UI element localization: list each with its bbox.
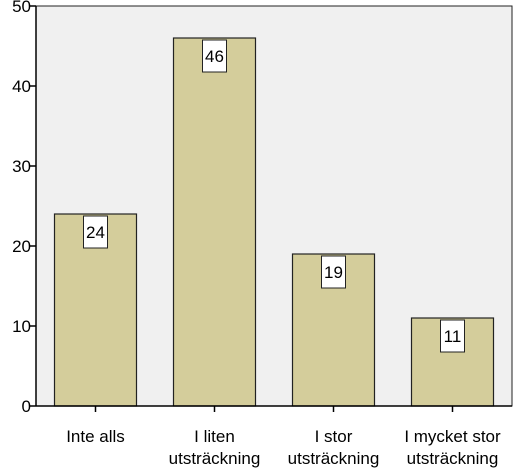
bar: [172, 37, 257, 407]
data-label-box: [202, 39, 227, 73]
x-axis: Inte alls I liten utsträckning I stor utsträ…: [36, 405, 512, 468]
y-tick-label: 50: [12, 0, 31, 16]
x-tick-label: Inte alls: [66, 427, 125, 446]
data-label: 19: [324, 263, 343, 282]
data-label: 24: [86, 223, 105, 242]
data-label: 46: [205, 47, 224, 66]
data-label-box: [83, 215, 108, 249]
data-label: 11: [444, 327, 462, 346]
data-labels: 24 46 19 11: [83, 39, 465, 353]
y-tick-label: 10: [12, 317, 31, 336]
y-tick-label: 40: [12, 77, 31, 96]
data-label-box: [321, 255, 346, 289]
data-label-box: [440, 319, 465, 353]
y-tick-label: 0: [22, 397, 31, 416]
y-tick-label: 20: [12, 237, 31, 256]
x-tick-label: I liten utsträckning: [169, 427, 261, 468]
x-tick-label: I mycket stor utsträckning: [404, 427, 501, 468]
x-tick-label: I stor utsträckning: [288, 427, 380, 468]
y-tick-label: 30: [12, 157, 31, 176]
y-axis: 0 10 20 30 40 50: [12, 0, 37, 416]
